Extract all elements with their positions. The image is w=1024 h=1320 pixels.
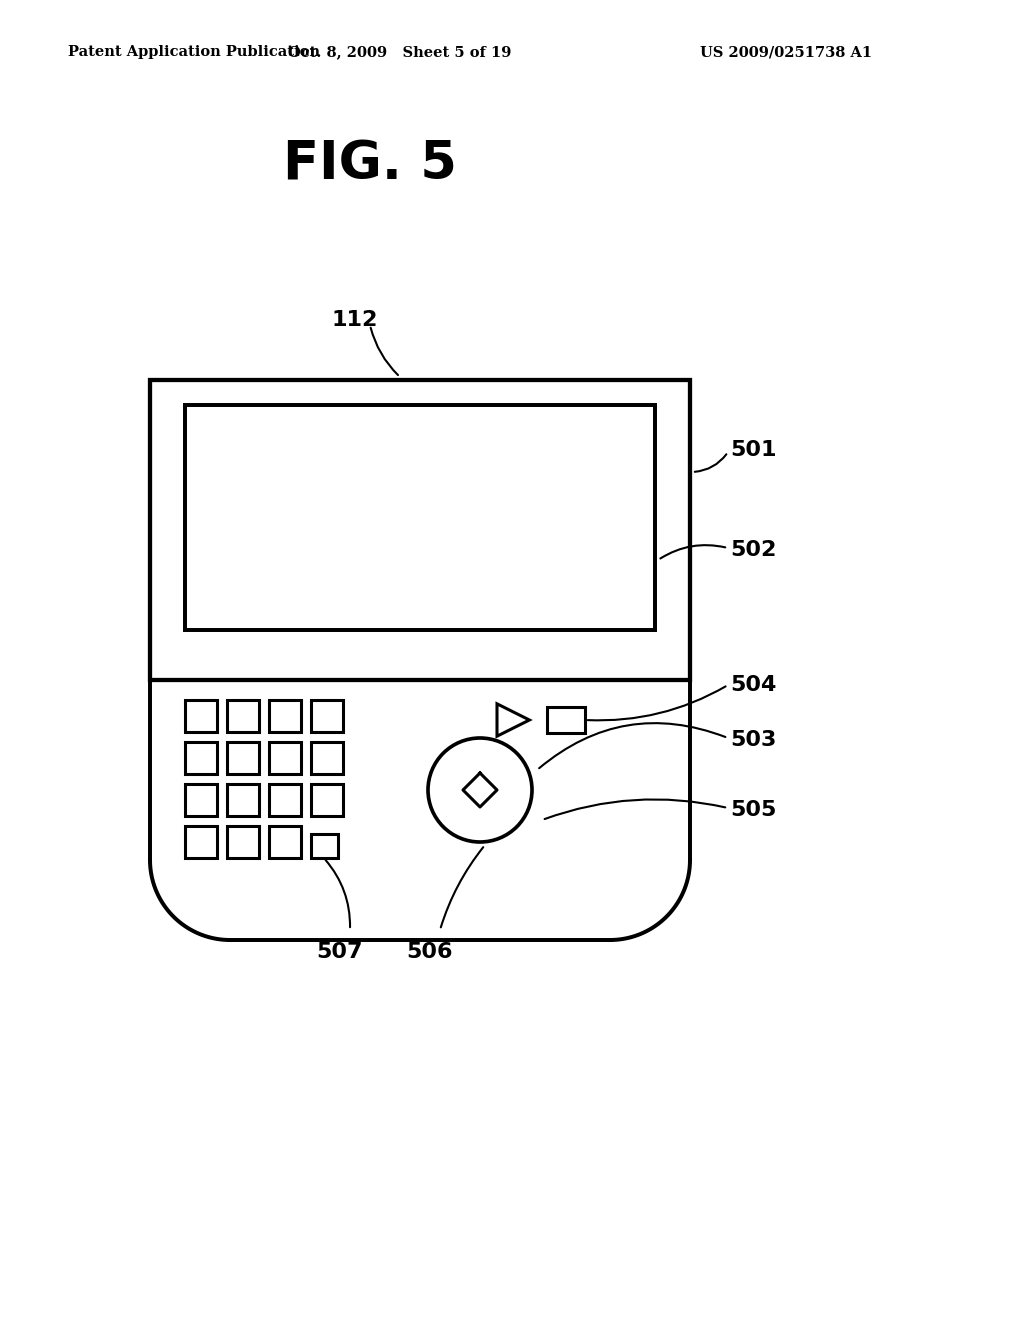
Text: FIG. 5: FIG. 5 xyxy=(283,139,457,191)
Text: 506: 506 xyxy=(407,942,454,962)
Bar xyxy=(185,405,655,630)
Text: 507: 507 xyxy=(316,942,364,962)
Text: US 2009/0251738 A1: US 2009/0251738 A1 xyxy=(700,45,872,59)
Text: Oct. 8, 2009   Sheet 5 of 19: Oct. 8, 2009 Sheet 5 of 19 xyxy=(289,45,512,59)
Bar xyxy=(269,742,301,774)
Bar xyxy=(227,700,259,733)
Bar xyxy=(185,826,217,858)
Bar xyxy=(311,834,338,858)
Bar xyxy=(150,380,690,680)
Text: 505: 505 xyxy=(730,800,776,820)
Text: 502: 502 xyxy=(730,540,776,560)
Bar xyxy=(227,742,259,774)
Circle shape xyxy=(428,738,532,842)
Bar xyxy=(269,784,301,816)
Text: 503: 503 xyxy=(730,730,776,750)
Text: Patent Application Publication: Patent Application Publication xyxy=(68,45,319,59)
Bar xyxy=(547,708,585,733)
Polygon shape xyxy=(497,704,529,737)
Bar xyxy=(269,826,301,858)
Bar xyxy=(311,700,343,733)
Bar xyxy=(227,784,259,816)
Bar xyxy=(185,700,217,733)
Bar xyxy=(185,742,217,774)
Bar xyxy=(269,700,301,733)
Text: 112: 112 xyxy=(332,310,378,330)
Bar xyxy=(311,742,343,774)
Text: 504: 504 xyxy=(730,675,776,696)
Text: 501: 501 xyxy=(730,440,776,459)
Bar xyxy=(227,826,259,858)
Bar xyxy=(311,784,343,816)
Bar xyxy=(185,784,217,816)
